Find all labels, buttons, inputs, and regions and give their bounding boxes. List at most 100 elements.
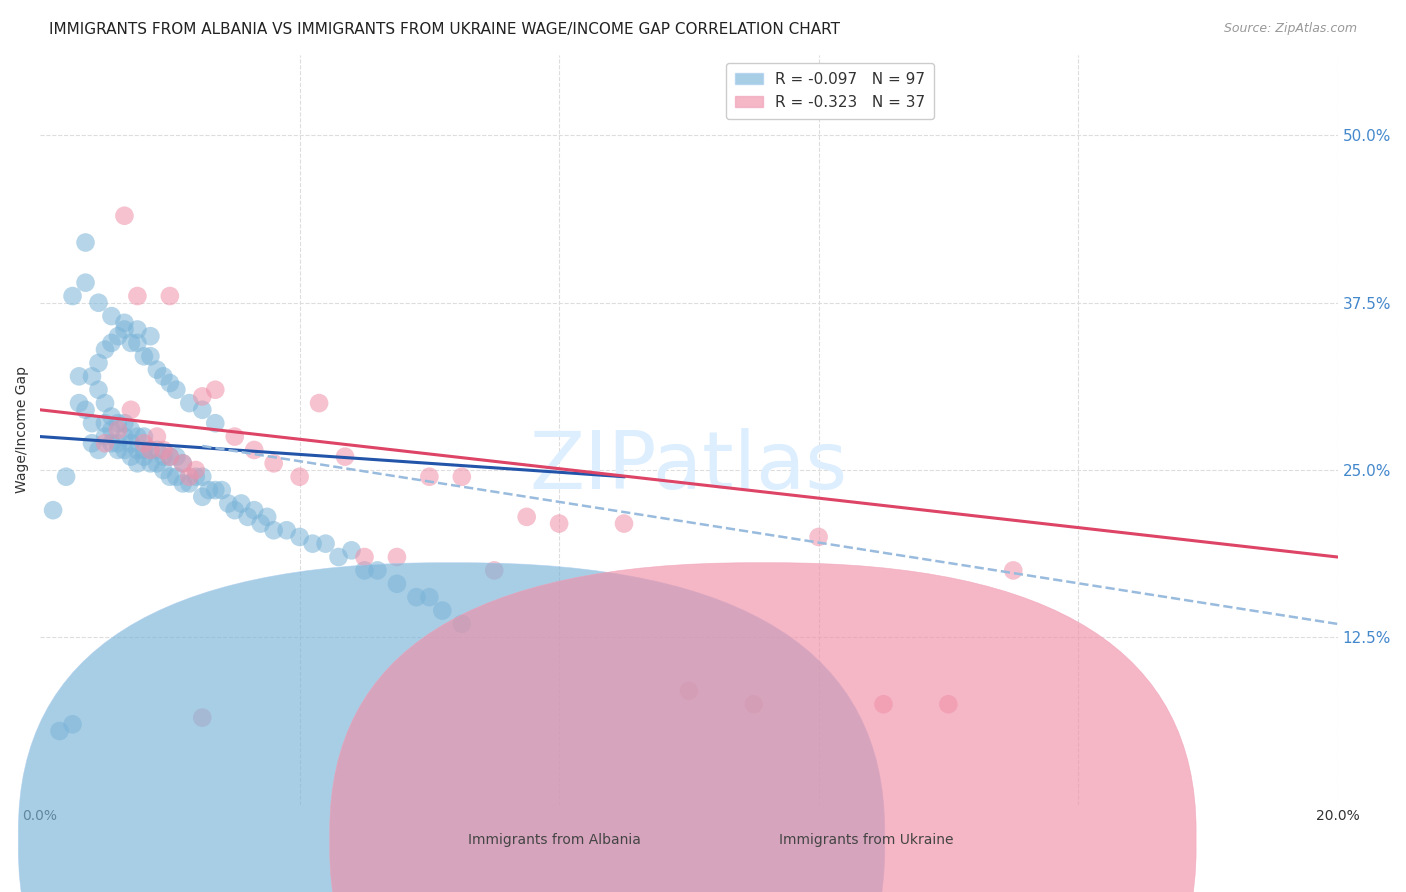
Point bbox=[353, 563, 375, 577]
Point bbox=[127, 335, 149, 350]
Point bbox=[405, 590, 427, 604]
Point bbox=[94, 416, 117, 430]
Text: IMMIGRANTS FROM ALBANIA VS IMMIGRANTS FROM UKRAINE WAGE/INCOME GAP CORRELATION C: IMMIGRANTS FROM ALBANIA VS IMMIGRANTS FR… bbox=[49, 22, 841, 37]
Point bbox=[301, 536, 323, 550]
Point bbox=[132, 429, 155, 443]
Point bbox=[516, 509, 538, 524]
Point bbox=[152, 442, 174, 457]
Text: Source: ZipAtlas.com: Source: ZipAtlas.com bbox=[1223, 22, 1357, 36]
Point bbox=[100, 423, 122, 437]
Point bbox=[276, 523, 298, 537]
Point bbox=[256, 509, 278, 524]
Point bbox=[107, 416, 129, 430]
Point bbox=[87, 295, 110, 310]
Point bbox=[67, 369, 90, 384]
Point bbox=[243, 503, 266, 517]
Legend: R = -0.097   N = 97, R = -0.323   N = 37: R = -0.097 N = 97, R = -0.323 N = 37 bbox=[725, 62, 934, 119]
Point bbox=[107, 442, 129, 457]
Point bbox=[127, 289, 149, 303]
Point bbox=[243, 442, 266, 457]
Point bbox=[100, 335, 122, 350]
Point bbox=[159, 376, 181, 390]
Point bbox=[211, 483, 233, 497]
Point bbox=[62, 717, 84, 731]
Point bbox=[1002, 563, 1025, 577]
Point bbox=[418, 590, 440, 604]
Point bbox=[236, 509, 259, 524]
Point bbox=[172, 476, 194, 491]
Point bbox=[328, 549, 350, 564]
Point bbox=[224, 429, 246, 443]
Point bbox=[385, 549, 408, 564]
Point bbox=[114, 442, 136, 457]
Point bbox=[385, 576, 408, 591]
Point bbox=[132, 442, 155, 457]
Point bbox=[75, 235, 97, 250]
Point bbox=[263, 456, 285, 470]
Point bbox=[75, 276, 97, 290]
Point bbox=[100, 436, 122, 450]
Point bbox=[127, 456, 149, 470]
Point bbox=[807, 530, 830, 544]
Point bbox=[159, 469, 181, 483]
Point bbox=[67, 396, 90, 410]
Point bbox=[191, 402, 214, 417]
Point bbox=[94, 429, 117, 443]
Point bbox=[333, 450, 356, 464]
Point bbox=[80, 436, 103, 450]
Text: ZIPatlas: ZIPatlas bbox=[530, 428, 848, 507]
Point bbox=[172, 456, 194, 470]
Point bbox=[191, 389, 214, 403]
Point bbox=[87, 356, 110, 370]
Point bbox=[100, 409, 122, 424]
Point bbox=[165, 469, 187, 483]
Point bbox=[55, 469, 77, 483]
Point bbox=[217, 496, 239, 510]
Point bbox=[127, 442, 149, 457]
Point bbox=[315, 536, 337, 550]
Point bbox=[127, 322, 149, 336]
Point bbox=[263, 523, 285, 537]
Point bbox=[197, 483, 219, 497]
Point bbox=[191, 469, 214, 483]
Point bbox=[418, 469, 440, 483]
Point bbox=[120, 450, 142, 464]
Point bbox=[224, 503, 246, 517]
Point bbox=[938, 698, 960, 712]
Point bbox=[340, 543, 363, 558]
Point bbox=[139, 442, 162, 457]
Point bbox=[231, 496, 253, 510]
Point bbox=[613, 516, 636, 531]
Point bbox=[146, 456, 169, 470]
Point bbox=[127, 429, 149, 443]
Point bbox=[120, 402, 142, 417]
Point bbox=[132, 349, 155, 363]
Point bbox=[179, 396, 201, 410]
Point bbox=[191, 711, 214, 725]
Point bbox=[548, 516, 571, 531]
Point bbox=[152, 450, 174, 464]
Point bbox=[139, 456, 162, 470]
Point bbox=[179, 476, 201, 491]
Point bbox=[308, 396, 330, 410]
Point bbox=[146, 362, 169, 376]
Point bbox=[146, 442, 169, 457]
Point bbox=[114, 429, 136, 443]
Text: Immigrants from Albania: Immigrants from Albania bbox=[468, 833, 641, 847]
Y-axis label: Wage/Income Gap: Wage/Income Gap bbox=[15, 367, 30, 493]
Point bbox=[107, 329, 129, 343]
Point bbox=[94, 343, 117, 357]
Point bbox=[132, 450, 155, 464]
Point bbox=[165, 450, 187, 464]
Point bbox=[159, 289, 181, 303]
Point bbox=[165, 383, 187, 397]
Point bbox=[80, 416, 103, 430]
Point bbox=[742, 698, 765, 712]
Point bbox=[184, 463, 207, 477]
Text: Immigrants from Ukraine: Immigrants from Ukraine bbox=[779, 833, 953, 847]
Point bbox=[120, 335, 142, 350]
Point bbox=[107, 423, 129, 437]
Point bbox=[159, 450, 181, 464]
Point bbox=[75, 402, 97, 417]
Point bbox=[191, 490, 214, 504]
